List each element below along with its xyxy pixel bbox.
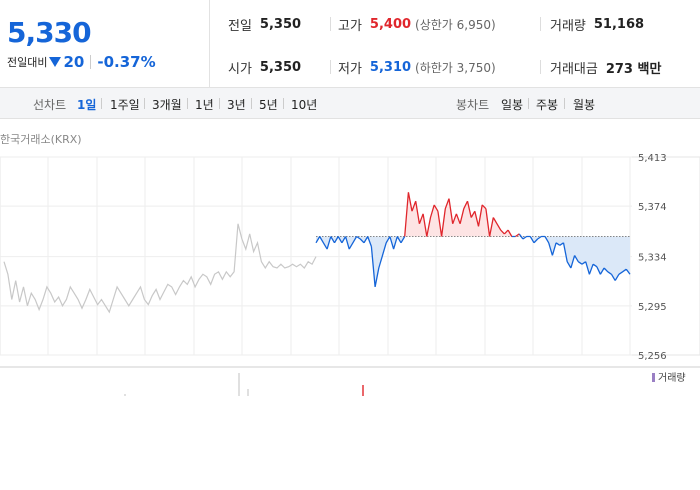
- divider: [283, 98, 284, 109]
- divider: [187, 98, 188, 109]
- divider: [330, 17, 331, 31]
- tab-3year[interactable]: 3년: [227, 98, 246, 112]
- stat-value: 51,168: [593, 17, 645, 32]
- stat-value: 273 백만: [605, 62, 662, 77]
- stat-label: 저가: [338, 62, 362, 77]
- premarket-price-line: [3, 223, 317, 314]
- tab-1week[interactable]: 1주일: [110, 98, 140, 112]
- tab-weekly-candle[interactable]: 주봉: [536, 98, 559, 112]
- divider: [330, 60, 331, 74]
- stat-label: 거래대금: [550, 62, 598, 77]
- divider: [540, 17, 541, 31]
- stat-label: 전일: [228, 19, 252, 34]
- stat-value: 5,310: [369, 60, 412, 75]
- stat-prev-close: 전일 5,350: [228, 15, 301, 34]
- divider: [90, 55, 92, 69]
- tab-3month[interactable]: 3개월: [152, 98, 182, 112]
- volume-legend-label: 거래량: [658, 372, 686, 384]
- stat-value: 5,350: [259, 17, 302, 32]
- change-row: 전일대비 20 -0.37%: [7, 53, 156, 71]
- stat-turnover: 거래대금 273 백만: [550, 58, 661, 77]
- chart-source: 한국거래소(KRX): [0, 133, 82, 146]
- quote-header: 5,330 전일대비 20 -0.37% 전일 5,350 시가 5,350 고…: [0, 0, 700, 88]
- stat-open: 시가 5,350: [228, 58, 301, 77]
- volume-legend: 거래량: [652, 372, 686, 384]
- change-amount: 20: [63, 53, 85, 71]
- divider: [144, 98, 145, 109]
- price-line-above-reference: [404, 192, 520, 238]
- volume-legend-swatch: [652, 373, 655, 382]
- down-triangle-icon: [49, 57, 62, 67]
- chart-period-tabbar: 선차트 1일 1주일 3개월 1년 3년 5년 10년 봉차트 일봉 주봉 월봉: [0, 88, 700, 119]
- divider: [101, 98, 102, 109]
- tab-1year[interactable]: 1년: [195, 98, 214, 112]
- tab-5year[interactable]: 5년: [259, 98, 278, 112]
- lower-limit: (하한가 3,750): [415, 61, 496, 75]
- current-price: 5,330: [7, 16, 92, 49]
- stat-high: 고가 5,400 (상한가 6,950): [338, 15, 496, 34]
- y-tick-label: 5,374: [638, 202, 667, 213]
- stat-label: 거래량: [550, 19, 586, 34]
- price-chart[interactable]: 5,413 5,374 5,334 5,295 5,256 거래량: [0, 119, 700, 399]
- volume-area: [0, 366, 700, 396]
- tab-10year[interactable]: 10년: [291, 98, 318, 112]
- chart-lines: [3, 192, 631, 314]
- change-label: 전일대비: [7, 56, 48, 69]
- line-chart-label: 선차트: [33, 98, 67, 112]
- y-tick-label: 5,256: [638, 351, 667, 362]
- stat-label: 시가: [228, 62, 252, 77]
- tab-1day[interactable]: 1일: [77, 98, 97, 112]
- divider: [528, 98, 529, 109]
- candle-chart-label: 봉차트: [456, 98, 490, 112]
- y-tick-label: 5,295: [638, 302, 667, 313]
- y-axis-ticks: 5,413 5,374 5,334 5,295 5,256: [638, 153, 667, 362]
- tab-monthly-candle[interactable]: 월봉: [573, 98, 596, 112]
- change-percent: -0.37%: [97, 53, 156, 71]
- y-tick-label: 5,413: [638, 153, 667, 164]
- stat-value: 5,350: [259, 60, 302, 75]
- upper-limit: (상한가 6,950): [415, 18, 496, 32]
- price-box: 5,330 전일대비 20 -0.37%: [0, 0, 210, 88]
- divider: [540, 60, 541, 74]
- y-tick-label: 5,334: [638, 253, 667, 264]
- below-reference-fill: [316, 236, 630, 287]
- divider: [564, 98, 565, 109]
- stat-volume: 거래량 51,168: [550, 15, 644, 34]
- stat-value: 5,400: [369, 17, 412, 32]
- divider: [251, 98, 252, 109]
- stat-low: 저가 5,310 (하한가 3,750): [338, 58, 496, 77]
- price-line-below-reference: [315, 233, 631, 288]
- stat-label: 고가: [338, 19, 362, 34]
- divider: [219, 98, 220, 109]
- tab-daily-candle[interactable]: 일봉: [501, 98, 524, 112]
